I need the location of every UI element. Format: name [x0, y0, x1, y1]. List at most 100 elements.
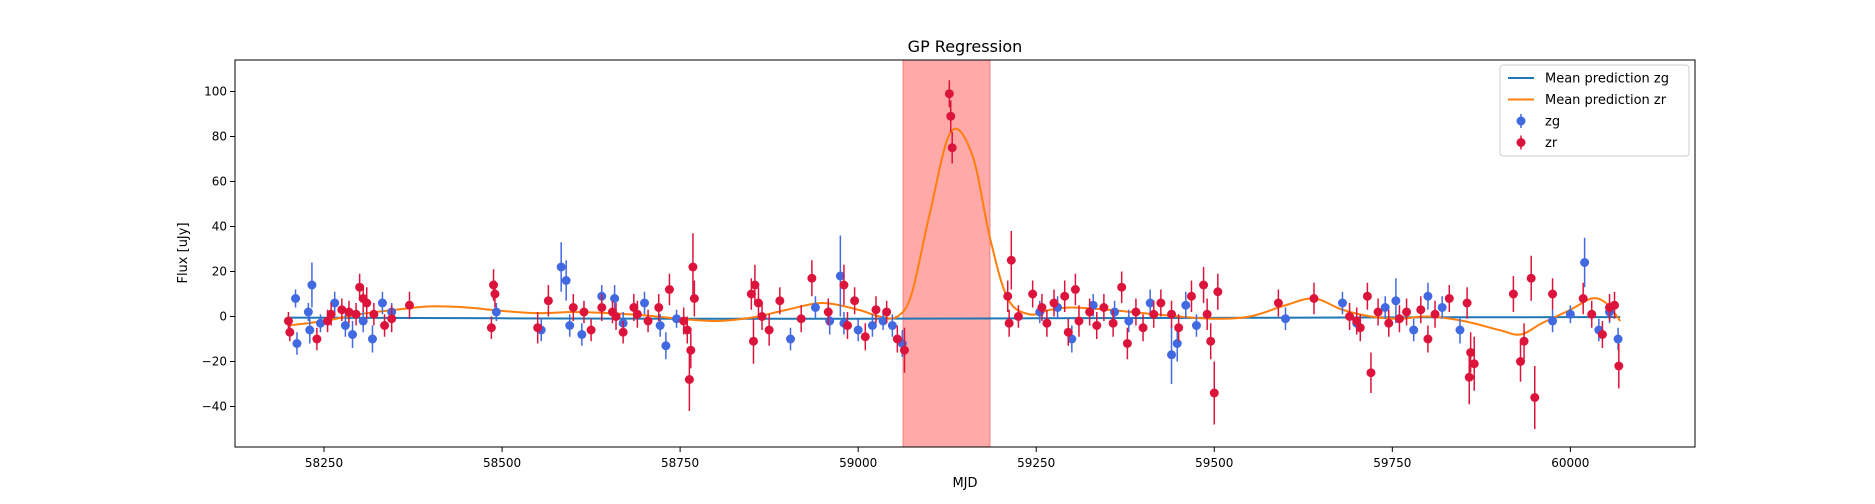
data-point-zr	[1430, 309, 1440, 319]
data-point-zr	[632, 309, 642, 319]
x-axis-ticks: 58250 58500 58750 59000 59250 59500 59750 60000	[305, 447, 1589, 470]
data-point-zg	[1145, 298, 1155, 308]
data-point-zg	[330, 298, 340, 308]
data-point-zr	[283, 316, 293, 326]
data-point-zg	[491, 307, 501, 317]
data-point-zr	[1092, 321, 1102, 330]
data-point-zr	[1174, 323, 1184, 333]
y-tick-label: −40	[202, 400, 227, 414]
y-tick-label: 100	[204, 85, 227, 99]
data-point-zr	[1273, 298, 1283, 308]
data-point-zr	[618, 327, 628, 337]
data-point-zr	[748, 336, 758, 346]
data-point-zr	[689, 294, 699, 303]
data-point-zr	[1013, 312, 1023, 321]
data-point-zr	[775, 296, 785, 306]
data-point-zg	[661, 341, 671, 351]
data-point-zr	[543, 296, 553, 306]
data-point-zg	[307, 280, 317, 290]
data-point-zr	[1416, 305, 1426, 315]
y-tick-label: 0	[219, 310, 227, 324]
data-point-zr	[1464, 372, 1474, 382]
data-point-zr	[1587, 309, 1597, 319]
y-tick-label: −20	[202, 355, 227, 369]
data-point-zg	[348, 330, 358, 339]
legend: Mean prediction zg Mean prediction zr zg zr	[1499, 64, 1690, 157]
data-point-zr	[1156, 298, 1166, 308]
data-point-zg	[1280, 314, 1290, 324]
data-point-zr	[944, 89, 954, 99]
data-point-zg	[672, 314, 682, 324]
data-point-zg	[825, 316, 835, 326]
data-point-zr	[757, 312, 767, 321]
data-point-zr	[686, 345, 696, 355]
data-point-zr	[1006, 255, 1016, 265]
data-point-zr	[1526, 273, 1536, 283]
data-point-zr	[946, 111, 956, 121]
x-tick-label: 58750	[661, 456, 699, 470]
data-point-zg	[1455, 325, 1465, 335]
data-point-zr	[1131, 307, 1141, 317]
data-point-zr	[1466, 348, 1476, 357]
legend-label: zg	[1545, 115, 1560, 130]
x-tick-label: 59250	[1017, 456, 1055, 470]
data-point-zr	[1206, 336, 1216, 346]
data-point-zg	[1380, 303, 1390, 312]
data-point-zg	[1437, 303, 1447, 312]
data-point-zr	[1516, 357, 1526, 366]
data-point-zr	[312, 334, 322, 344]
data-point-zr	[611, 312, 621, 321]
data-point-zr	[387, 314, 397, 324]
data-point-zg	[561, 276, 571, 285]
data-point-zg	[1337, 298, 1347, 308]
data-point-zr	[486, 323, 496, 333]
data-point-zr	[1352, 316, 1362, 326]
data-point-zr	[1384, 318, 1394, 328]
data-point-zr	[1394, 314, 1404, 324]
data-point-zr	[807, 273, 817, 283]
data-point-zr	[362, 298, 372, 308]
data-point-zg	[867, 321, 877, 330]
data-point-zr	[842, 321, 852, 330]
y-axis-ticks: −40 −20 0 20 40 60 80 100	[202, 85, 235, 414]
data-point-zg	[655, 321, 665, 330]
data-point-zg	[377, 298, 387, 308]
data-point-zg	[853, 325, 863, 335]
data-point-zr	[947, 143, 957, 153]
data-point-zr	[1548, 289, 1558, 299]
data-point-zr	[404, 300, 414, 310]
data-point-zg	[1580, 258, 1590, 267]
data-point-zr	[1362, 291, 1372, 301]
data-point-zr	[1508, 289, 1518, 299]
data-point-zr	[1355, 323, 1365, 333]
data-point-zr	[1597, 330, 1607, 339]
data-point-zr	[871, 305, 881, 315]
x-tick-label: 59000	[839, 456, 877, 470]
data-point-zr	[1366, 368, 1376, 378]
data-point-zr	[1108, 318, 1118, 328]
data-point-zg	[556, 262, 566, 272]
data-point-zr	[1060, 291, 1070, 301]
data-point-zr	[899, 345, 909, 355]
data-point-zr	[1004, 318, 1014, 328]
data-point-zr	[839, 280, 849, 290]
data-point-zr	[337, 305, 347, 315]
data-point-zr	[688, 262, 698, 272]
data-point-zg	[1124, 316, 1134, 326]
data-point-zr	[1309, 294, 1319, 303]
highlight-span	[902, 60, 991, 447]
data-point-zg	[786, 334, 796, 344]
data-point-zr	[654, 303, 664, 312]
data-point-zr	[1610, 300, 1620, 310]
data-point-zr	[344, 307, 354, 317]
data-point-zr	[1099, 303, 1109, 312]
data-point-zr	[1049, 298, 1059, 308]
data-point-zr	[1138, 323, 1148, 333]
data-point-zg	[887, 321, 897, 330]
data-point-zr	[850, 296, 860, 306]
data-point-zg	[315, 318, 325, 328]
data-point-zr	[351, 309, 361, 319]
data-point-zr	[1122, 339, 1132, 348]
data-point-zr	[1186, 291, 1196, 301]
